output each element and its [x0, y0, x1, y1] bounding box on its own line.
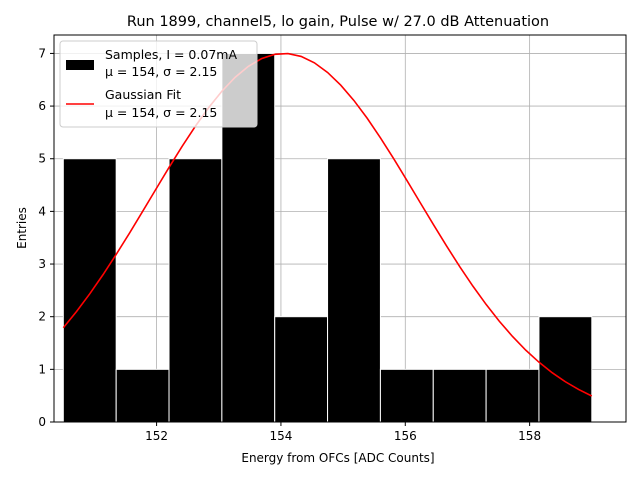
histogram-bar-0	[63, 159, 116, 422]
histogram-chart: Run 1899, channel5, lo gain, Pulse w/ 27…	[0, 0, 640, 480]
y-tick-label-6: 6	[38, 99, 46, 113]
histogram-bar-1	[116, 369, 169, 422]
y-tick-label-2: 2	[38, 310, 46, 324]
legend: Samples, I = 0.07mA μ = 154, σ = 2.15 Ga…	[60, 41, 257, 127]
x-tick-label-2: 156	[394, 429, 417, 443]
histogram-bar-6	[380, 369, 433, 422]
x-axis-label: Energy from OFCs [ADC Counts]	[241, 451, 434, 465]
y-tick-label-5: 5	[38, 152, 46, 166]
y-axis-label: Entries	[15, 207, 29, 249]
x-ticks: 152 154 156 158	[145, 422, 541, 443]
histogram-bar-4	[275, 317, 328, 422]
legend-samples-label: Samples, I = 0.07mA	[105, 47, 237, 62]
y-ticks: 0 1 2 3 4 5 6 7	[38, 46, 54, 429]
x-tick-label-1: 154	[269, 429, 292, 443]
histogram-bar-5	[328, 159, 381, 422]
histogram-bar-7	[433, 369, 486, 422]
y-tick-label-3: 3	[38, 257, 46, 271]
legend-fit-stats: μ = 154, σ = 2.15	[105, 105, 217, 120]
y-tick-label-7: 7	[38, 46, 46, 60]
x-tick-label-0: 152	[145, 429, 168, 443]
legend-samples-stats: μ = 154, σ = 2.15	[105, 64, 217, 79]
y-tick-label-0: 0	[38, 415, 46, 429]
y-tick-label-1: 1	[38, 362, 46, 376]
histogram-bar-2	[169, 159, 222, 422]
histogram-bar-8	[486, 369, 539, 422]
x-tick-label-3: 158	[518, 429, 541, 443]
legend-fit-label: Gaussian Fit	[105, 87, 181, 102]
chart-title: Run 1899, channel5, lo gain, Pulse w/ 27…	[127, 14, 549, 30]
legend-samples-swatch	[66, 60, 94, 70]
y-tick-label-4: 4	[38, 204, 46, 218]
